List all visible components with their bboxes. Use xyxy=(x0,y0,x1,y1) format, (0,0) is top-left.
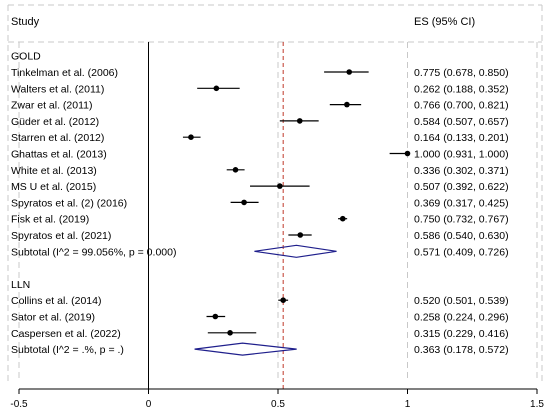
subtotal-diamond xyxy=(194,342,297,356)
effect-size-text: 0.584 (0.507, 0.657) xyxy=(414,116,509,128)
effect-size-text: 0.336 (0.302, 0.371) xyxy=(414,165,509,177)
study-label: Spyratos et al. (2) (2016) xyxy=(11,197,127,209)
effect-size-text: 0.258 (0.224, 0.296) xyxy=(414,312,509,324)
effect-size-text: 0.262 (0.188, 0.352) xyxy=(414,83,509,95)
study-label: White et al. (2013) xyxy=(11,165,97,177)
study-label: Starren et al. (2012) xyxy=(11,132,104,144)
header-study: Study xyxy=(11,16,40,28)
subtotal-label: Subtotal (I^2 = 99.056%, p = 0.000) xyxy=(11,246,176,258)
study-label: Fisk et al. (2019) xyxy=(11,214,89,226)
x-axis-ticks: -0.5 0 0.5 1 1.5 xyxy=(10,389,544,410)
point-estimate xyxy=(344,101,350,108)
group-heading: LLN xyxy=(11,279,30,291)
effect-size-text: 0.586 (0.540, 0.630) xyxy=(414,230,509,242)
study-label: MS U et al. (2015) xyxy=(11,181,96,193)
x-tick-label: -0.5 xyxy=(10,399,28,410)
point-estimate xyxy=(280,297,286,304)
study-label: Spyratos et al. (2021) xyxy=(11,230,111,242)
study-label: Tinkelman et al. (2006) xyxy=(11,67,118,79)
point-estimate xyxy=(188,134,194,140)
point-estimate xyxy=(404,150,411,157)
point-estimate xyxy=(296,118,303,124)
x-tick-label: 1.5 xyxy=(530,399,544,410)
x-tick-label: 0.5 xyxy=(271,399,285,410)
subtotal-text: 0.571 (0.409, 0.726) xyxy=(414,246,509,258)
x-tick-label: 0 xyxy=(146,399,152,410)
effect-size-text: 0.766 (0.700, 0.821) xyxy=(414,100,509,112)
effect-size-text: 0.775 (0.678, 0.850) xyxy=(414,67,509,79)
study-label: Walters et al. (2011) xyxy=(11,83,104,95)
study-label: Collins et al. (2014) xyxy=(11,295,101,307)
point-estimate xyxy=(213,85,220,92)
subtotal-diamond xyxy=(254,244,337,258)
effect-size-text: 0.520 (0.501, 0.539) xyxy=(414,295,509,307)
study-label: Zwar et al. (2011) xyxy=(11,100,93,112)
point-estimate xyxy=(297,232,304,238)
effect-size-text: 1.000 (0.931, 1.000) xyxy=(414,149,509,161)
effect-size-text: 0.750 (0.732, 0.767) xyxy=(414,214,509,226)
vertical-gridlines xyxy=(18,42,538,382)
study-label: Güder et al. (2012) xyxy=(11,116,99,128)
point-estimate xyxy=(212,313,219,320)
point-estimate xyxy=(241,199,247,206)
group-heading: GOLD xyxy=(11,51,41,63)
study-rows: GOLD Tinkelman et al. (2006) 0.775 (0.678,… xyxy=(11,51,509,356)
point-estimate xyxy=(346,69,353,75)
point-estimate xyxy=(227,330,233,336)
header-es: ES (95% CI) xyxy=(414,16,475,28)
study-label: Ghattas et al. (2013) xyxy=(11,149,107,161)
point-estimate xyxy=(277,183,283,189)
x-tick-label: 1 xyxy=(405,399,411,410)
study-label: Caspersen et al. (2022) xyxy=(11,328,121,340)
effect-size-text: 0.369 (0.317, 0.425) xyxy=(414,197,509,209)
effect-size-text: 0.507 (0.392, 0.622) xyxy=(414,181,509,193)
point-estimate xyxy=(339,215,346,222)
subtotal-label: Subtotal (I^2 = .%, p = .) xyxy=(11,344,124,356)
point-estimate xyxy=(232,167,239,173)
subtotal-text: 0.363 (0.178, 0.572) xyxy=(414,344,509,356)
effect-size-text: 0.164 (0.133, 0.201) xyxy=(414,132,509,144)
effect-size-text: 0.315 (0.229, 0.416) xyxy=(414,328,509,340)
study-label: Sator et al. (2019) xyxy=(11,312,95,324)
